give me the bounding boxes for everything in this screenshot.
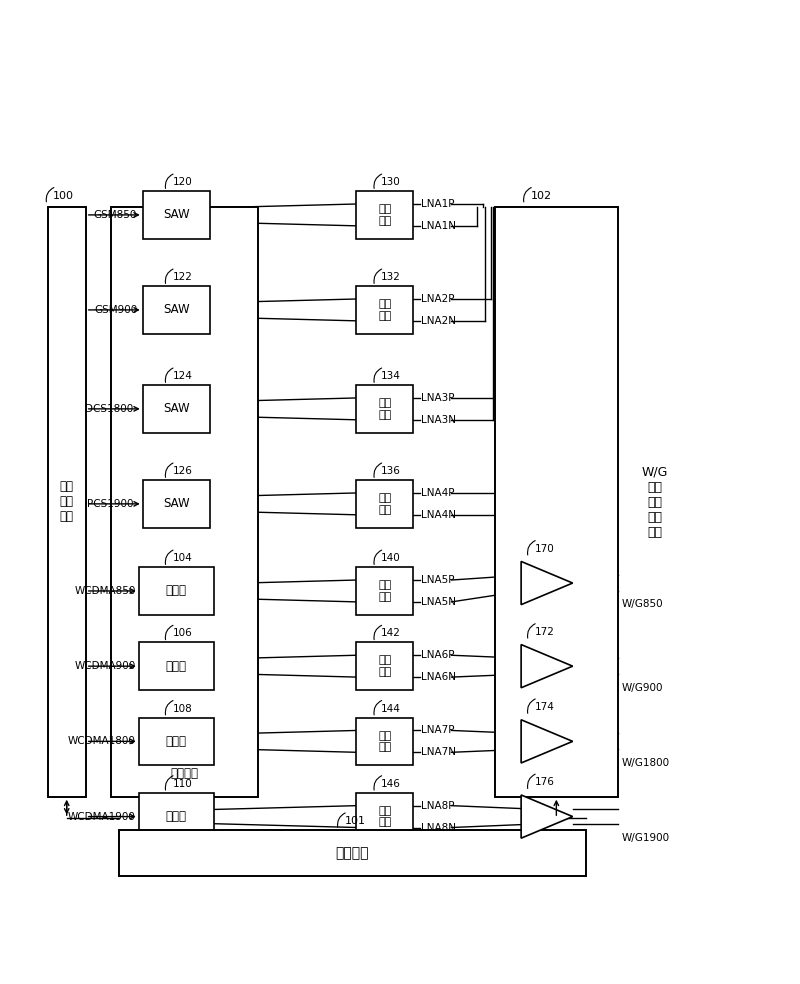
Text: LNA6N: LNA6N: [422, 672, 456, 682]
Text: 104: 104: [172, 553, 192, 563]
Bar: [357, 643, 414, 690]
Text: 匹配
电路: 匹配 电路: [378, 581, 391, 602]
Text: 102: 102: [530, 191, 552, 201]
Bar: [111, 207, 258, 797]
Text: 匹配
电路: 匹配 电路: [378, 730, 391, 752]
Text: 双工器: 双工器: [166, 735, 187, 748]
Text: SAW: SAW: [163, 497, 190, 511]
Text: 110: 110: [172, 779, 192, 789]
Bar: [138, 567, 214, 615]
Text: W/G900: W/G900: [622, 683, 663, 693]
Text: 122: 122: [172, 273, 192, 282]
Text: LNA7N: LNA7N: [422, 747, 456, 758]
Text: 101: 101: [345, 816, 366, 827]
Bar: [138, 643, 214, 690]
Text: 126: 126: [172, 466, 192, 476]
Text: 匹配
电路: 匹配 电路: [378, 204, 391, 225]
Text: 匹配
电路: 匹配 电路: [378, 806, 391, 828]
Text: 120: 120: [172, 177, 192, 187]
Bar: [357, 480, 414, 527]
Text: 142: 142: [381, 629, 401, 639]
Bar: [138, 717, 214, 766]
Bar: [119, 830, 586, 876]
Text: LNA4P: LNA4P: [422, 488, 455, 498]
Bar: [142, 191, 210, 239]
Text: 滤波装置: 滤波装置: [170, 767, 198, 779]
Text: W/G1800: W/G1800: [622, 758, 670, 768]
Bar: [48, 207, 86, 797]
Text: SAW: SAW: [163, 303, 190, 317]
Text: 100: 100: [54, 191, 74, 201]
Bar: [357, 191, 414, 239]
Bar: [138, 793, 214, 840]
Text: LNA6P: LNA6P: [422, 650, 455, 660]
Bar: [357, 793, 414, 840]
Text: LNA2P: LNA2P: [422, 294, 455, 304]
Text: WCDMA900: WCDMA900: [74, 661, 135, 671]
Text: WCDMA850: WCDMA850: [74, 585, 135, 596]
Bar: [357, 567, 414, 615]
Text: LNA3N: LNA3N: [422, 415, 456, 425]
Text: 天线
开关
模组: 天线 开关 模组: [60, 480, 74, 523]
Bar: [357, 286, 414, 334]
Text: 140: 140: [381, 553, 401, 563]
Text: 106: 106: [172, 629, 192, 639]
Text: W/G850: W/G850: [622, 599, 663, 609]
Text: LNA5N: LNA5N: [422, 597, 456, 607]
Text: LNA8N: LNA8N: [422, 823, 456, 832]
Text: LNA5P: LNA5P: [422, 575, 455, 585]
Text: 双工器: 双工器: [166, 584, 187, 597]
Bar: [357, 717, 414, 766]
Text: 匹配
电路: 匹配 电路: [378, 493, 391, 515]
Text: SAW: SAW: [163, 402, 190, 415]
Text: 144: 144: [381, 704, 401, 713]
Bar: [142, 286, 210, 334]
Text: GSM900: GSM900: [94, 305, 137, 315]
Text: GSM850: GSM850: [94, 210, 137, 219]
Text: 匹配
电路: 匹配 电路: [378, 299, 391, 321]
Polygon shape: [521, 562, 573, 604]
Text: W/G1900: W/G1900: [622, 833, 670, 843]
Text: LNA1N: LNA1N: [422, 220, 456, 231]
Bar: [142, 385, 210, 433]
Text: PCS1900: PCS1900: [86, 499, 134, 509]
Text: LNA1P: LNA1P: [422, 199, 455, 209]
Text: DCS1800: DCS1800: [85, 403, 134, 414]
Polygon shape: [521, 795, 573, 838]
Text: LNA3P: LNA3P: [422, 393, 455, 403]
Text: 108: 108: [172, 704, 192, 713]
Text: 134: 134: [381, 371, 401, 381]
Text: LNA7P: LNA7P: [422, 725, 455, 735]
Text: 172: 172: [534, 627, 554, 637]
Text: 双工器: 双工器: [166, 810, 187, 823]
Bar: [495, 207, 618, 797]
Bar: [142, 480, 210, 527]
Text: 124: 124: [172, 371, 192, 381]
Text: W/G
双模
射频
收发
装置: W/G 双模 射频 收发 装置: [642, 465, 668, 539]
Text: SAW: SAW: [163, 209, 190, 221]
Text: WCDMA1800: WCDMA1800: [68, 736, 135, 747]
Text: 146: 146: [381, 779, 401, 789]
Text: 匹配
电路: 匹配 电路: [378, 399, 391, 419]
Text: 136: 136: [381, 466, 401, 476]
Polygon shape: [521, 645, 573, 688]
Text: 170: 170: [534, 544, 554, 554]
Polygon shape: [521, 719, 573, 763]
Text: 132: 132: [381, 273, 401, 282]
Text: LNA4N: LNA4N: [422, 510, 456, 520]
Text: 基带芯片: 基带芯片: [336, 846, 370, 860]
Bar: [357, 385, 414, 433]
Text: WCDMA1900: WCDMA1900: [68, 812, 135, 822]
Text: LNA2N: LNA2N: [422, 316, 456, 326]
Text: 174: 174: [534, 702, 554, 712]
Text: 130: 130: [381, 177, 401, 187]
Text: 176: 176: [534, 777, 554, 787]
Text: LNA8P: LNA8P: [422, 801, 455, 811]
Text: 双工器: 双工器: [166, 659, 187, 673]
Text: 匹配
电路: 匹配 电路: [378, 655, 391, 677]
